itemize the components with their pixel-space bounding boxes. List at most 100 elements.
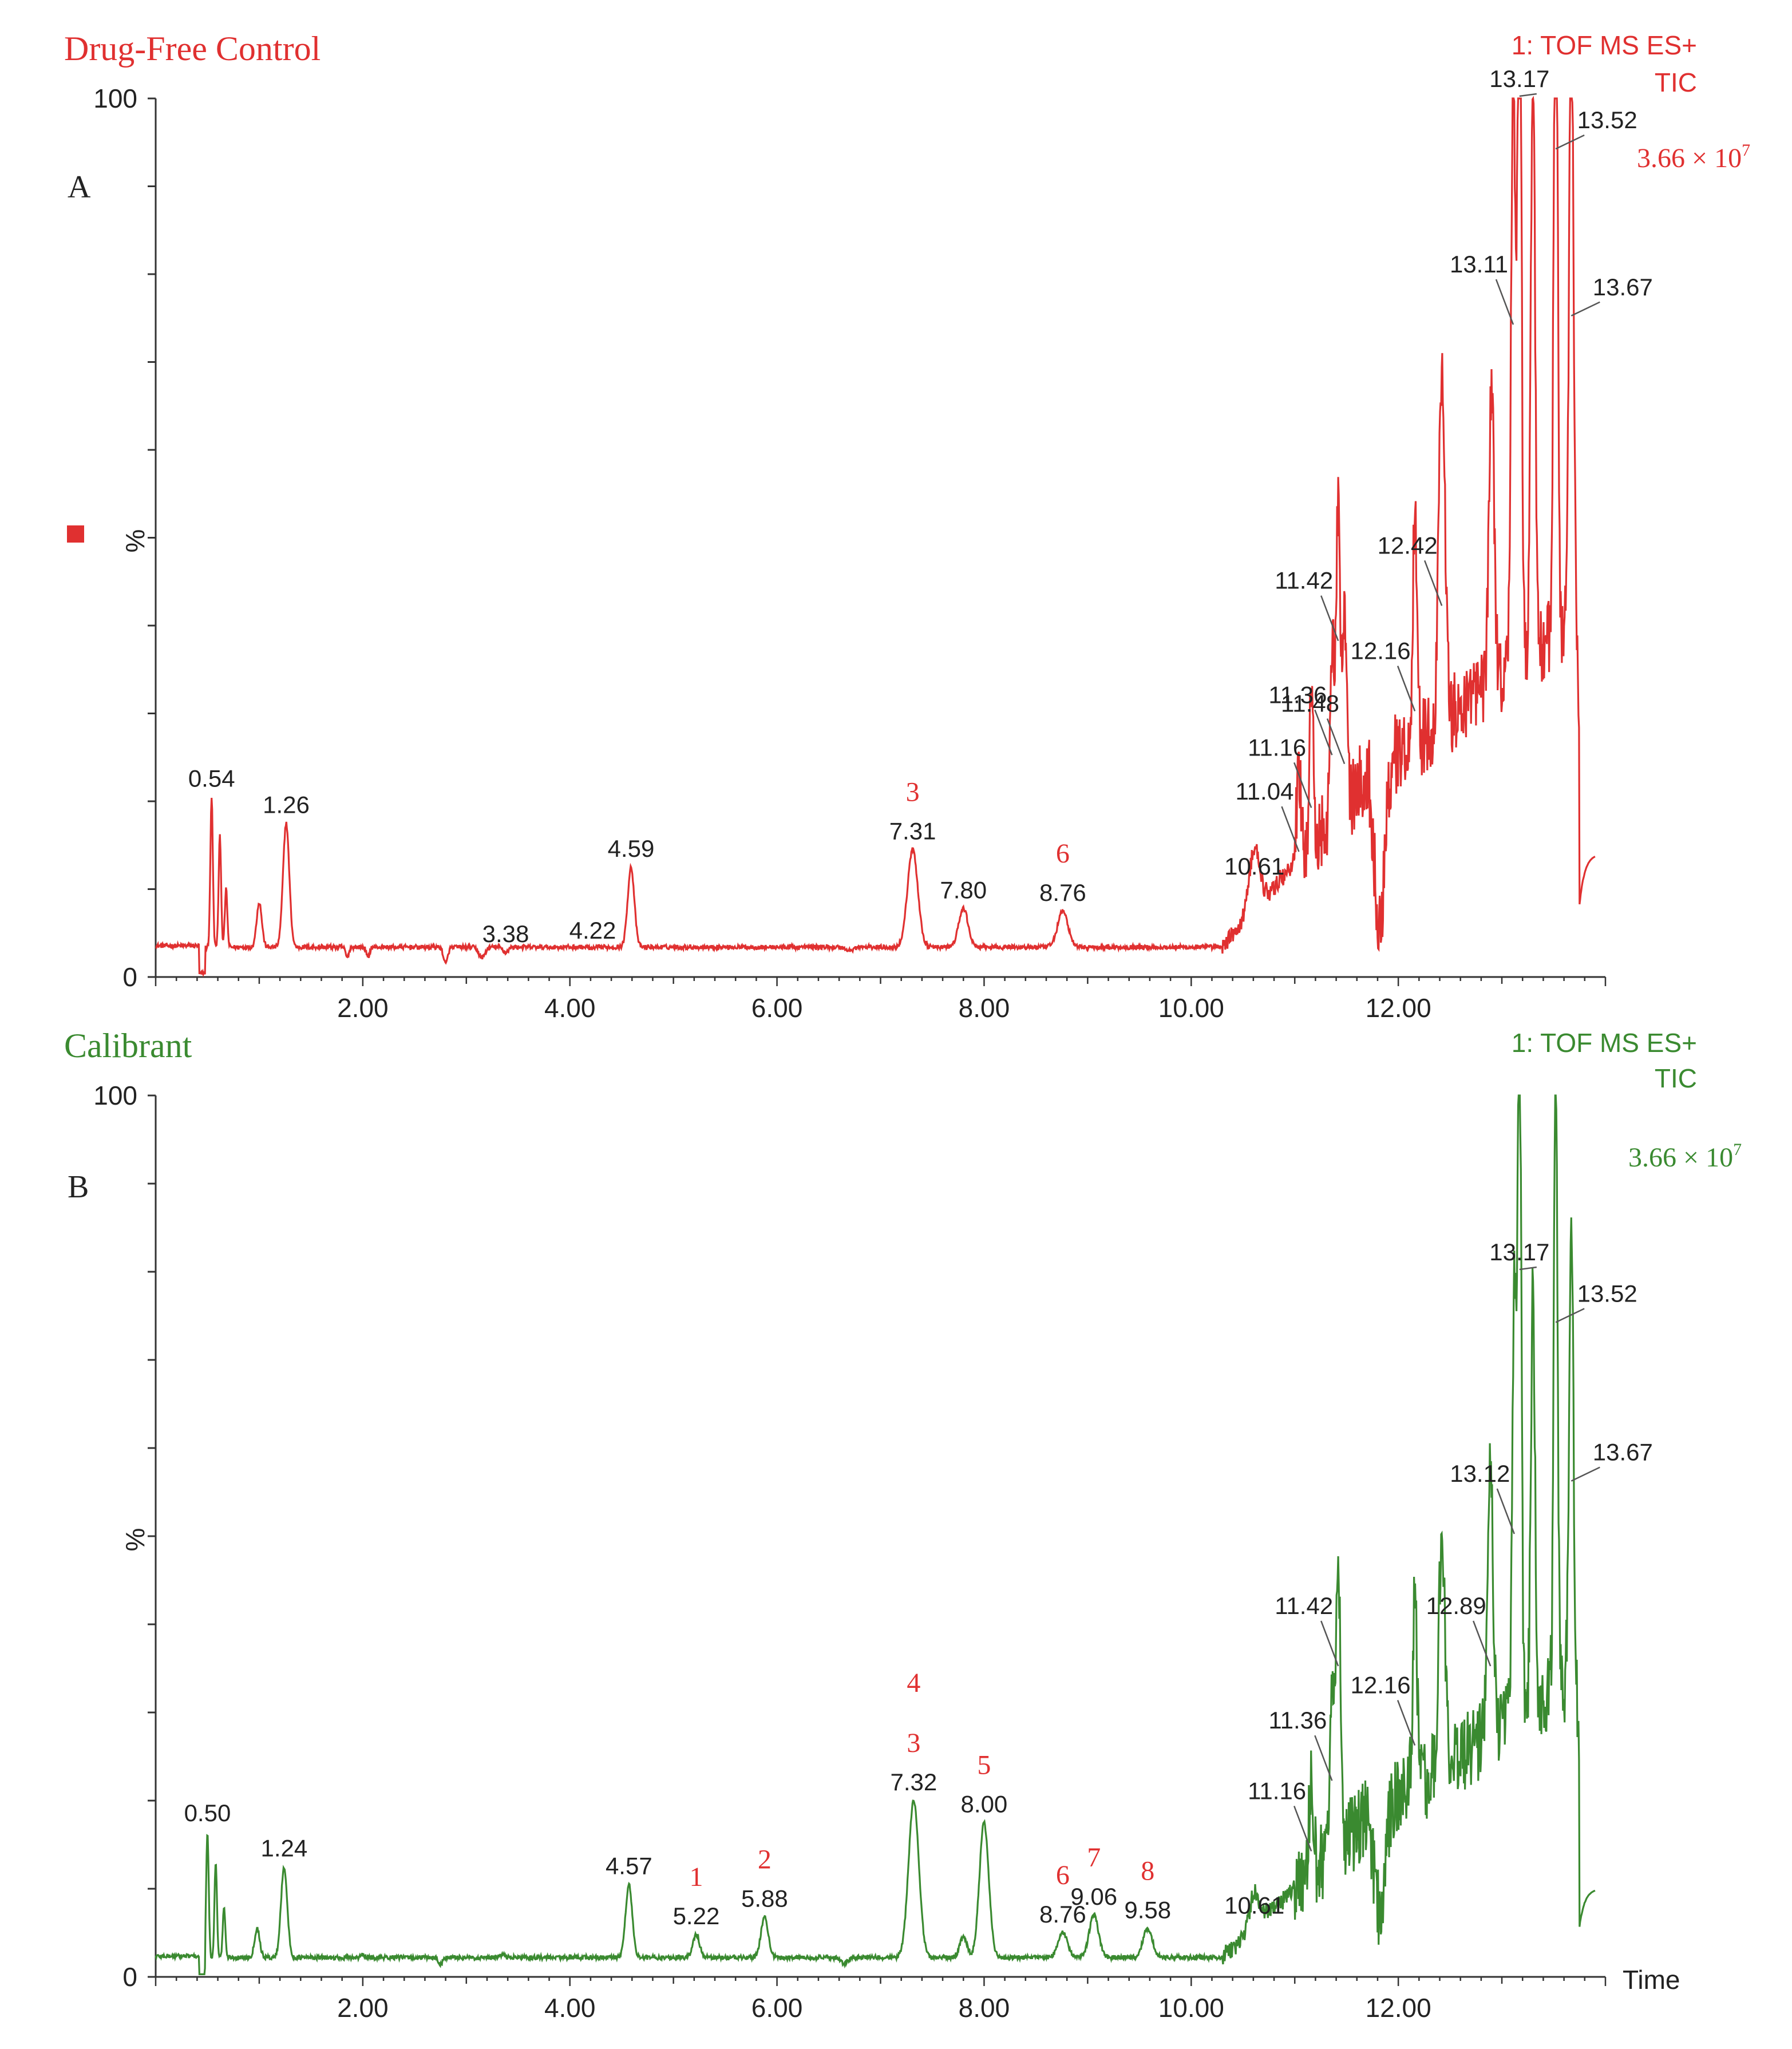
panel-b-chromatogram-line — [155, 1094, 1596, 1975]
panel-b: Calibrant B 1: TOF MS ES+ TIC 3.66 × 107… — [64, 1027, 1742, 2023]
peak-label-13-67: 13.67 — [1593, 274, 1653, 300]
peak-label-11-36: 11.36 — [1268, 1707, 1327, 1734]
peak-label-13-17: 13.17 — [1489, 1239, 1549, 1265]
peak-leader-line — [1496, 1488, 1515, 1534]
panel-a-chromatogram-line — [155, 96, 1596, 978]
panel-b-trace: TIC — [1655, 1063, 1697, 1093]
x-tick-label: 12.00 — [1366, 993, 1431, 1023]
compound-number-7: 7 — [1087, 1842, 1101, 1873]
panel-a-ytick-bottom: 0 — [122, 962, 137, 992]
panel-b-instrument: 1: TOF MS ES+ — [1512, 1028, 1697, 1058]
compound-number-3: 3 — [907, 1728, 920, 1758]
x-tick-label: 8.00 — [959, 993, 1010, 1023]
peak-label-13-17: 13.17 — [1489, 65, 1549, 92]
panel-a-letter: A — [68, 169, 91, 205]
x-tick-label: 10.00 — [1158, 993, 1224, 1023]
panel-a-instrument: 1: TOF MS ES+ — [1512, 30, 1697, 60]
panel-a-xticks: 2.00 4.00 6.00 8.00 10.00 12.00 — [155, 977, 1607, 1023]
peak-leader-line — [1519, 1266, 1537, 1271]
panel-a-ytick-top: 100 — [93, 84, 137, 113]
peak-label-10-61: 10.61 — [1224, 853, 1284, 880]
peak-label-8-76: 8.76 — [1039, 879, 1086, 906]
peak-label-5-88: 5.88 — [741, 1885, 788, 1912]
panel-a-ylabel: % — [120, 529, 150, 553]
peak-label-7-80: 7.80 — [940, 876, 987, 903]
compound-number-1: 1 — [689, 1862, 703, 1892]
peak-label-13-12: 13.12 — [1450, 1460, 1510, 1487]
peak-label-13-52: 13.52 — [1577, 106, 1637, 133]
peak-label-11-04: 11.04 — [1235, 778, 1293, 805]
peak-label-12-89: 12.89 — [1426, 1592, 1486, 1619]
peak-leader-line — [1293, 1805, 1312, 1852]
peak-leader-line — [1423, 560, 1443, 606]
peak-label-12-16: 12.16 — [1351, 1672, 1411, 1699]
peak-leader-line — [1397, 1700, 1416, 1746]
panel-b-title: Calibrant — [64, 1027, 192, 1065]
peak-leader-line — [1326, 718, 1346, 765]
peak-label-11-16: 11.16 — [1248, 734, 1306, 761]
compound-number-8: 8 — [1141, 1856, 1154, 1886]
peak-leader-line — [1293, 762, 1312, 808]
panel-a-trace: TIC — [1655, 68, 1697, 97]
peak-label-9-06: 9.06 — [1070, 1883, 1117, 1910]
peak-label-11-48: 11.48 — [1281, 690, 1339, 717]
compound-number-3: 3 — [906, 777, 920, 807]
peak-label-12-42: 12.42 — [1378, 532, 1438, 559]
peak-leader-line — [1571, 301, 1600, 317]
peak-leader-line — [1555, 1308, 1585, 1323]
compound-number-4: 4 — [907, 1668, 920, 1698]
peak-label-7-32: 7.32 — [891, 1769, 937, 1795]
panel-a-peak-labels: 0.54 1.26 3.38 4.22 4.59 7.31 3 7.80 8.76 6 10.61 1… — [188, 65, 1653, 947]
peak-leader-line — [1314, 709, 1333, 755]
panel-b-ytick-bottom: 0 — [122, 1962, 137, 1992]
x-tick-label: 8.00 — [959, 1993, 1010, 2023]
peak-label-13-11: 13.11 — [1450, 251, 1508, 278]
peak-label-11-42: 11.42 — [1275, 567, 1333, 594]
panel-b-ytick-top: 100 — [93, 1081, 137, 1110]
peak-label-13-52: 13.52 — [1577, 1280, 1637, 1307]
panel-b-letter: B — [68, 1169, 89, 1205]
panel-b-intensity: 3.66 × 107 — [1628, 1140, 1742, 1173]
panel-b-ylabel: % — [120, 1528, 150, 1552]
peak-label-0-54: 0.54 — [188, 765, 235, 792]
panel-b-xlabel: Time — [1623, 1965, 1680, 1995]
peak-label-11-16: 11.16 — [1248, 1777, 1306, 1804]
peak-leader-line — [1571, 1466, 1600, 1482]
x-tick-label: 4.00 — [544, 993, 596, 1023]
peak-label-12-16: 12.16 — [1351, 638, 1411, 664]
peak-leader-line — [1473, 1620, 1492, 1667]
peak-label-0-50: 0.50 — [184, 1799, 231, 1826]
peak-label-7-31: 7.31 — [889, 817, 936, 844]
panel-b-xticks: 2.00 4.00 6.00 8.00 10.00 12.00 — [155, 1977, 1607, 2023]
peak-leader-line — [1555, 134, 1585, 150]
peak-label-4-59: 4.59 — [608, 835, 655, 862]
peak-label-11-36: 11.36 — [1268, 681, 1327, 708]
peak-label-3-38: 3.38 — [482, 920, 529, 947]
compound-number-6: 6 — [1056, 1860, 1070, 1890]
x-tick-label: 2.00 — [337, 1993, 389, 2023]
peak-label-8-00: 8.00 — [961, 1791, 1008, 1818]
peak-label-5-22: 5.22 — [673, 1902, 720, 1929]
compound-number-6: 6 — [1056, 838, 1070, 869]
peak-leader-line — [1281, 806, 1300, 852]
panel-a-intensity: 3.66 × 107 — [1637, 141, 1750, 173]
x-tick-label: 12.00 — [1366, 1993, 1431, 2023]
peak-label-9-58: 9.58 — [1124, 1896, 1171, 1923]
peak-label-1-26: 1.26 — [263, 791, 310, 818]
x-tick-label: 4.00 — [544, 1993, 596, 2023]
panel-a-marker — [67, 525, 84, 543]
x-tick-label: 6.00 — [751, 993, 803, 1023]
panel-a-title: Drug-Free Control — [64, 30, 321, 68]
peak-leader-line — [1320, 1620, 1339, 1667]
peak-leader-line — [1314, 1735, 1333, 1781]
peak-leader-line — [1519, 93, 1537, 97]
x-tick-label: 6.00 — [751, 1993, 803, 2023]
peak-label-10-61: 10.61 — [1224, 1892, 1284, 1919]
peak-label-8-76: 8.76 — [1039, 1901, 1086, 1928]
x-tick-label: 10.00 — [1158, 1993, 1224, 2023]
peak-leader-line — [1397, 666, 1416, 711]
peak-label-4-57: 4.57 — [606, 1852, 652, 1879]
panel-b-peak-labels: 0.501.244.575.2215.8827.32348.0058.7669.… — [184, 1239, 1653, 1929]
